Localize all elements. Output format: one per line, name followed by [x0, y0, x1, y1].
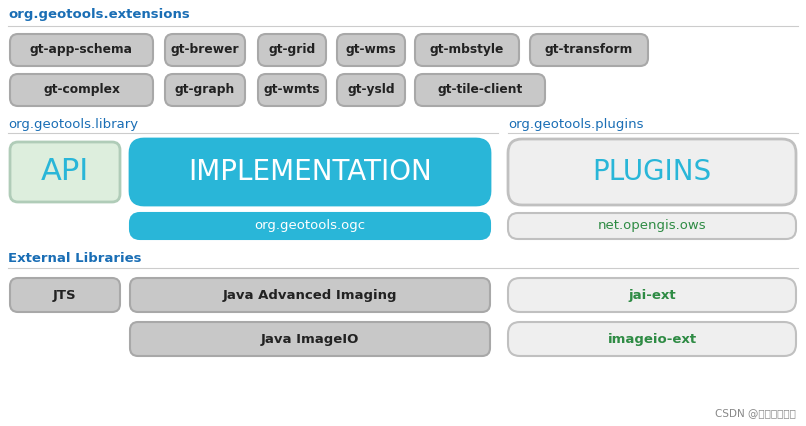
FancyBboxPatch shape: [10, 142, 120, 202]
Text: Java ImageIO: Java ImageIO: [261, 333, 359, 345]
Text: gt-grid: gt-grid: [268, 43, 316, 57]
Text: gt-app-schema: gt-app-schema: [30, 43, 133, 57]
Text: gt-brewer: gt-brewer: [171, 43, 239, 57]
Text: CSDN @汤姆猫不是猫: CSDN @汤姆猫不是猫: [715, 408, 796, 418]
Text: Java Advanced Imaging: Java Advanced Imaging: [222, 288, 397, 302]
Text: gt-ysld: gt-ysld: [347, 83, 395, 97]
FancyBboxPatch shape: [10, 278, 120, 312]
FancyBboxPatch shape: [258, 74, 326, 106]
Text: gt-complex: gt-complex: [43, 83, 120, 97]
FancyBboxPatch shape: [130, 139, 490, 205]
Text: org.geotools.extensions: org.geotools.extensions: [8, 8, 189, 21]
Text: jai-ext: jai-ext: [628, 288, 675, 302]
FancyBboxPatch shape: [130, 278, 490, 312]
FancyBboxPatch shape: [130, 322, 490, 356]
Text: gt-graph: gt-graph: [175, 83, 235, 97]
Text: gt-wms: gt-wms: [346, 43, 397, 57]
FancyBboxPatch shape: [415, 34, 519, 66]
FancyBboxPatch shape: [165, 74, 245, 106]
Text: PLUGINS: PLUGINS: [592, 158, 712, 186]
FancyBboxPatch shape: [10, 34, 153, 66]
FancyBboxPatch shape: [508, 213, 796, 239]
FancyBboxPatch shape: [508, 322, 796, 356]
FancyBboxPatch shape: [508, 139, 796, 205]
Text: org.geotools.library: org.geotools.library: [8, 118, 138, 131]
Text: API: API: [41, 158, 89, 187]
Text: gt-tile-client: gt-tile-client: [438, 83, 522, 97]
FancyBboxPatch shape: [10, 74, 153, 106]
FancyBboxPatch shape: [530, 34, 648, 66]
FancyBboxPatch shape: [165, 34, 245, 66]
FancyBboxPatch shape: [337, 34, 405, 66]
Text: org.geotools.ogc: org.geotools.ogc: [255, 219, 366, 233]
Text: gt-wmts: gt-wmts: [264, 83, 320, 97]
Text: JTS: JTS: [53, 288, 77, 302]
Text: net.opengis.ows: net.opengis.ows: [598, 219, 706, 233]
FancyBboxPatch shape: [508, 278, 796, 312]
FancyBboxPatch shape: [258, 34, 326, 66]
Text: External Libraries: External Libraries: [8, 252, 142, 265]
Text: imageio-ext: imageio-ext: [608, 333, 696, 345]
Text: org.geotools.plugins: org.geotools.plugins: [508, 118, 643, 131]
FancyBboxPatch shape: [415, 74, 545, 106]
Text: IMPLEMENTATION: IMPLEMENTATION: [188, 158, 432, 186]
FancyBboxPatch shape: [337, 74, 405, 106]
Text: gt-mbstyle: gt-mbstyle: [430, 43, 505, 57]
Text: gt-transform: gt-transform: [545, 43, 634, 57]
FancyBboxPatch shape: [130, 213, 490, 239]
